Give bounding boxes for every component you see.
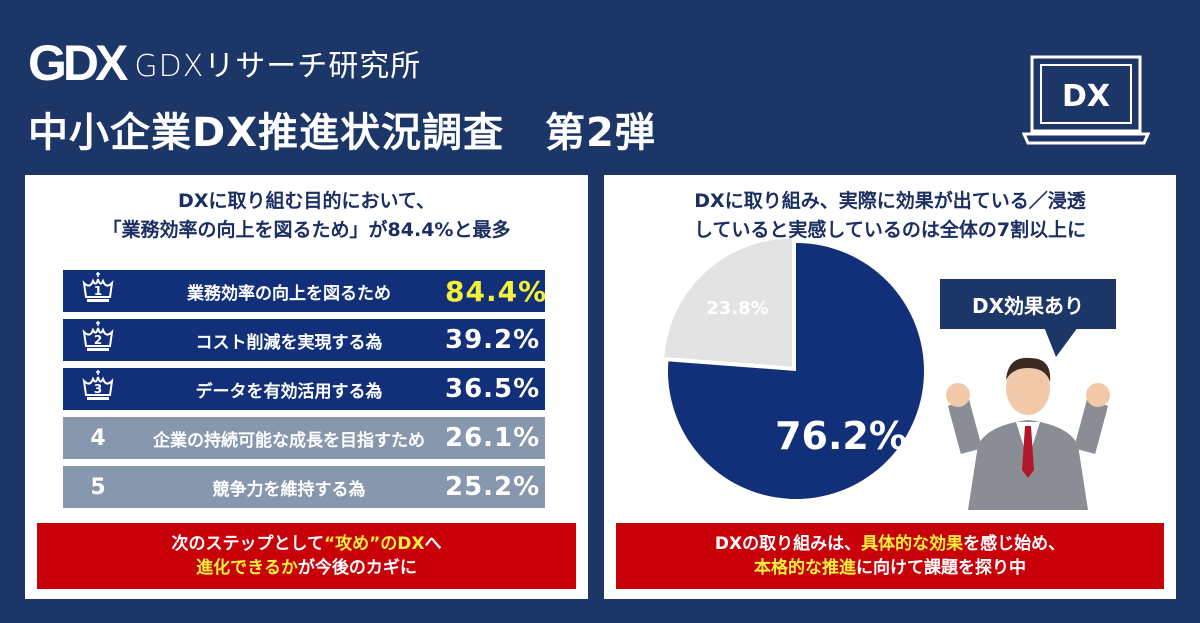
crown-icon: 2 [63, 320, 133, 360]
ranking-value: 84.4% [445, 274, 548, 308]
svg-text:2: 2 [94, 333, 102, 347]
conclusion-highlight: 具体的な効果 [861, 534, 964, 554]
rank-number: 5 [90, 474, 106, 500]
purpose-panel: DXに取り組む目的において、 「業務効率の向上を図るため」が84.4%と最多 1… [25, 175, 588, 599]
ranking-value: 39.2% [445, 325, 541, 355]
conclusion-text: へ [424, 534, 442, 554]
panel-title-line2: していると実感しているのは全体の7割以上に [693, 219, 1087, 241]
ranking-label: 競争力を維持する為 [212, 479, 366, 500]
right-conclusion-banner: DXの取り組みは、具体的な効果を感じ始め、 本格的な推進に向けて課題を探り中 [616, 523, 1164, 589]
effect-panel: DXに取り組み、実際に効果が出ている／浸透 していると実感しているのは全体の7割… [604, 175, 1176, 599]
speech-bubble: DX効果あり [940, 279, 1116, 329]
ranking-row: 4 企業の持続可能な成長を目指すため 26.1% [63, 417, 545, 459]
pie-slice [664, 238, 792, 367]
pie-slice [668, 243, 924, 499]
conclusion-text: を感じ始め、 [963, 534, 1066, 554]
svg-text:3: 3 [94, 382, 102, 396]
businessman-illustration [946, 357, 1110, 510]
panel-title-line1: DXに取り組む目的において、 [178, 190, 435, 212]
logo-mark: GDX [28, 35, 128, 91]
ranking-label: データを有効活用する為 [195, 381, 383, 402]
conclusion-text: が今後のカギに [297, 558, 417, 578]
crown-icon: 1 [63, 271, 133, 311]
page-title: 中小企業DX推進状況調査 第2弾 [28, 110, 656, 156]
ranking-row: 2 コスト削減を実現する為 39.2% [63, 319, 545, 361]
org-name: GDXリサーチ研究所 [134, 49, 422, 84]
panel-title-line2: 「業務効率の向上を図るため」が84.4%と最多 [102, 219, 511, 241]
pie-label: 23.8% [706, 298, 768, 319]
rank-number: 4 [90, 425, 106, 451]
ranking-row: 3 データを有効活用する為 36.5% [63, 368, 545, 410]
conclusion-text: DXの取り組みは、 [714, 534, 862, 554]
ranking-value: 25.2% [445, 472, 541, 502]
logo: GDX GDXリサーチ研究所 [28, 38, 421, 88]
conclusion-highlight: “攻め”のDX [323, 534, 425, 554]
conclusion-highlight: 進化できるか [196, 558, 298, 578]
ranking-value: 36.5% [445, 374, 541, 404]
crown-icon: 3 [63, 369, 133, 409]
ranking-row: 5 競争力を維持する為 25.2% [63, 466, 545, 508]
pie-chart: 76.2% 23.8% [664, 238, 924, 499]
ranking-label: 企業の持続可能な成長を目指すため [153, 430, 425, 451]
svg-text:1: 1 [94, 284, 102, 298]
conclusion-text: に向けて課題を探り中 [856, 558, 1026, 578]
conclusion-highlight: 本格的な推進 [754, 558, 856, 578]
pie-label: 76.2% [775, 414, 907, 458]
panel-title-line1: DXに取り組み、実際に効果が出ている／浸透 [694, 190, 1086, 212]
ranking-label: 業務効率の向上を図るため [187, 283, 391, 304]
ranking-value: 26.1% [445, 423, 541, 453]
laptop-label: DX [1062, 79, 1110, 114]
conclusion-text: 次のステップとして [171, 534, 324, 554]
laptop-icon: DX [1022, 55, 1150, 145]
ranking-row: 1 業務効率の向上を図るため 84.4% [63, 270, 548, 312]
left-conclusion-banner: 次のステップとして“攻め”のDXへ 進化できるかが今後のカギに [37, 523, 576, 589]
ranking-label: コスト削減を実現する為 [195, 332, 383, 353]
speech-bubble-tail [1044, 327, 1078, 357]
